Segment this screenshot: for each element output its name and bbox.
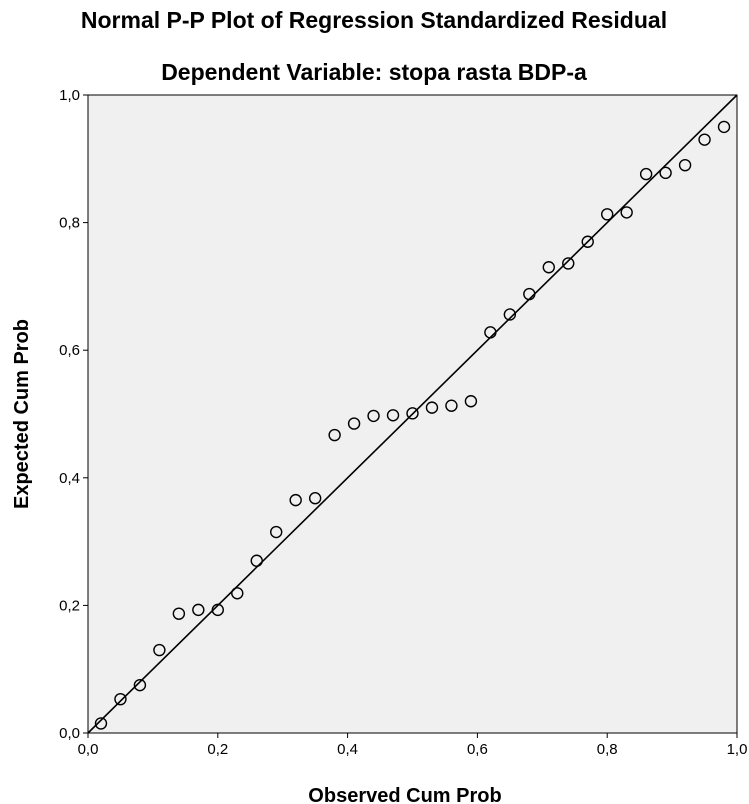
reference-line [87,94,738,734]
data-point [717,120,731,134]
y-tick-label: 0,0 [59,725,80,742]
y-tick-label: 0,6 [59,342,80,359]
data-point [172,607,186,620]
data-point [94,717,108,730]
y-axis-label: Expected Cum Prob [11,319,33,509]
x-axis-label: Observed Cum Prob [308,785,501,804]
data-point [464,395,478,408]
data-point [211,603,225,617]
data-point [659,166,672,180]
data-point [192,603,205,617]
data-point [386,409,400,422]
y-tick-label: 0,8 [59,215,80,232]
chart-subtitle: Dependent Variable: stopa rasta BDP-a [161,59,587,85]
x-tick-label: 0,4 [337,741,358,758]
y-tick-label: 0,4 [59,470,80,487]
data-point [678,158,692,172]
data-point [367,409,380,423]
data-point [484,326,497,339]
y-axis-ticks: 0,0 0,2 0,4 0,6 0,8 1,0 [59,87,88,742]
x-axis-ticks: 0,0 0,2 0,4 0,6 0,8 1,0 [78,733,748,758]
data-point [231,587,244,600]
data-point [425,401,439,414]
data-point [289,493,302,507]
data-point [250,554,263,567]
x-tick-label: 0,6 [467,741,488,758]
data-point [542,261,555,274]
x-tick-label: 0,0 [78,741,99,758]
data-point [581,235,594,248]
data-point [153,643,166,657]
data-point [601,208,614,221]
data-point [503,308,517,321]
x-tick-label: 0,2 [207,741,228,758]
data-point [133,678,147,692]
data-point [523,287,536,301]
y-tick-label: 0,2 [59,597,80,614]
x-tick-label: 0,8 [597,741,618,758]
data-point [114,692,127,706]
data-point [562,257,575,270]
data-point [698,133,711,146]
data-point [347,417,361,430]
data-point [270,525,283,539]
data-point [445,399,458,412]
data-points [94,120,731,730]
data-point [406,407,419,420]
y-tick-label: 1,0 [59,87,80,104]
data-point [308,492,322,505]
data-point [639,167,653,181]
data-point [620,206,633,219]
chart-title: Normal P-P Plot of Regression Standardiz… [81,7,667,33]
data-point [328,428,341,442]
x-tick-label: 1,0 [727,741,748,758]
